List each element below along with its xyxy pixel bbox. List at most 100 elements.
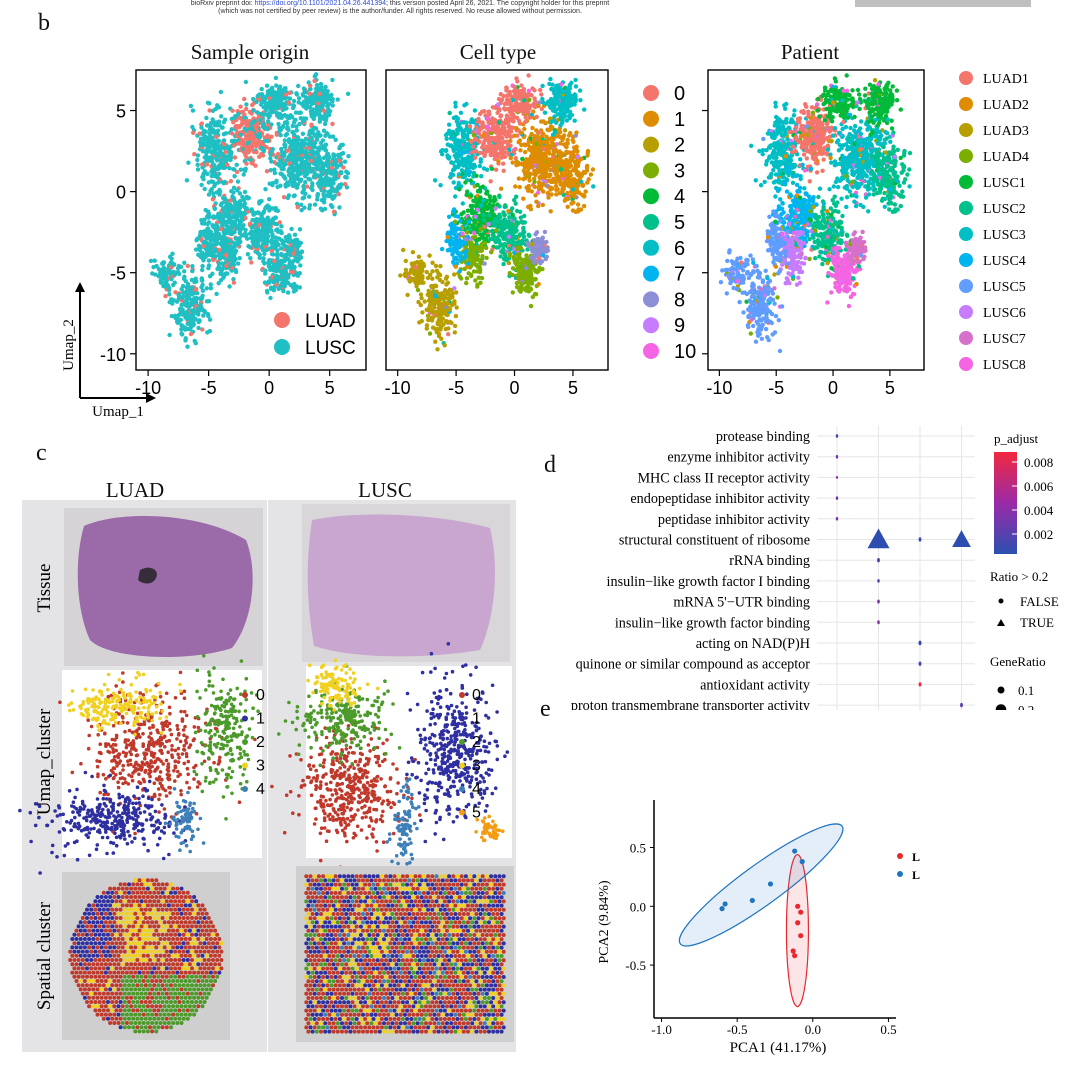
umap-point (492, 150, 497, 155)
umap-point (438, 319, 444, 324)
umap-point (316, 154, 321, 159)
umap-point (555, 98, 560, 104)
umap-point (241, 172, 246, 177)
umap-point (205, 330, 210, 335)
umap-point (237, 226, 242, 231)
umap-point (268, 156, 273, 161)
umap-point (416, 254, 422, 259)
umap-point (284, 131, 290, 137)
umap-point (300, 196, 305, 201)
preprint-header: bioRxiv preprint doi: https://doi.org/10… (70, 0, 730, 16)
umap-point (533, 240, 538, 245)
umap-point (414, 284, 419, 289)
umap-point (169, 256, 174, 261)
umap-point (577, 88, 583, 93)
umap-point (456, 180, 461, 186)
umap-title-patient: Patient (780, 40, 840, 64)
umap-point (438, 183, 443, 188)
umap-point (467, 155, 473, 161)
umap-point (218, 236, 223, 241)
umap-point (284, 279, 289, 284)
umap-point (249, 146, 255, 151)
umap-point (515, 260, 521, 266)
umap-point (306, 80, 311, 85)
umap-point (321, 200, 327, 205)
umap-point (539, 119, 544, 124)
umap-point (268, 229, 273, 234)
umap-point (507, 270, 512, 276)
umap-point (239, 122, 244, 128)
umap-point (204, 299, 210, 304)
umap-point (183, 300, 188, 305)
umap-point (244, 119, 249, 124)
umap-point (176, 293, 182, 299)
umap-point (184, 178, 190, 183)
umap-point (191, 130, 196, 135)
umap-point (278, 133, 283, 138)
umap-point (461, 174, 466, 180)
umap-point (232, 155, 238, 160)
umap-point (481, 218, 486, 223)
umap-point (464, 120, 469, 125)
umap-point (279, 166, 284, 171)
umap-point (303, 136, 309, 141)
umap-point (253, 143, 259, 149)
umap-point (455, 122, 461, 127)
umap-point (522, 164, 528, 170)
umap-point (342, 159, 348, 164)
umap-point (282, 267, 287, 272)
umap-point (421, 263, 427, 269)
umap-point (455, 116, 461, 121)
umap-point (340, 151, 346, 156)
umap-point (444, 136, 449, 141)
umap-point (234, 169, 240, 175)
umap-point (257, 231, 263, 236)
umap-point (543, 120, 548, 126)
umap-point (550, 132, 556, 137)
umap-point (206, 192, 212, 197)
umap-point (296, 83, 301, 89)
umap-point (233, 267, 238, 273)
umap-point (345, 91, 351, 97)
panel-label-e: e (540, 696, 551, 722)
umap-point (506, 239, 512, 245)
umap-point (275, 248, 280, 253)
umap-point (282, 243, 288, 249)
umap-point (310, 146, 315, 151)
umap-point (210, 108, 216, 114)
umap-point (514, 194, 519, 199)
umap-point (411, 271, 417, 276)
umap-point (331, 209, 337, 214)
header-line1-suffix: ; this version posted April 26, 2021. Th… (386, 0, 610, 7)
umap-point (289, 140, 294, 145)
umap-point (507, 98, 512, 103)
umap-point (537, 168, 542, 173)
umap-point (250, 120, 256, 125)
umap-point (318, 160, 323, 165)
umap-point (205, 156, 210, 161)
umap-point (277, 129, 282, 134)
umap-point (491, 223, 497, 228)
umap-point (210, 141, 215, 146)
umap-point (274, 262, 280, 267)
umap-point (312, 78, 317, 84)
umap-point (175, 316, 181, 322)
umap-point (562, 128, 568, 133)
umap-point (264, 169, 270, 174)
umap-point (330, 77, 335, 83)
umap-point (323, 143, 328, 148)
umap-point (516, 108, 521, 114)
umap-point (566, 90, 571, 96)
umap-point (510, 290, 515, 295)
umap-point (501, 121, 506, 127)
umap-point (265, 119, 271, 124)
umap-point (259, 245, 264, 250)
header-doi-link[interactable]: https://doi.org/10.1101/2021.04.26.44139… (254, 0, 387, 7)
umap-point (284, 106, 289, 111)
umap-point (459, 150, 465, 156)
umap-point (251, 211, 256, 216)
umap-point (452, 153, 457, 158)
umap-point (432, 305, 437, 310)
umap-point (202, 186, 207, 192)
umap-point (462, 220, 467, 225)
